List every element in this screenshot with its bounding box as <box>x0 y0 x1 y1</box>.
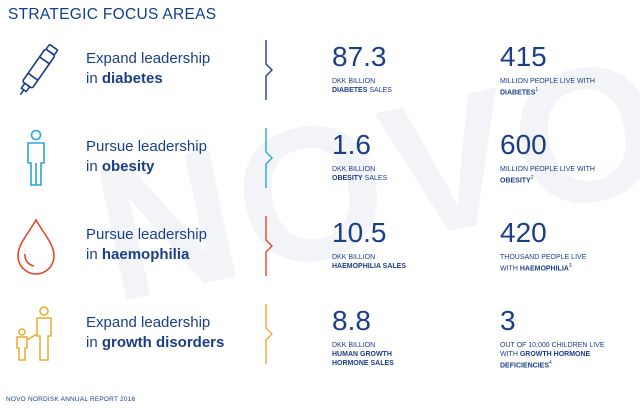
stat-label: MILLION PEOPLE LIVE WITH DIABETES1 <box>500 77 595 97</box>
stat-value: 420 <box>500 217 547 248</box>
footnote-ref: 2 <box>530 175 534 181</box>
insulin-pen-icon <box>8 40 66 120</box>
stat-label-bold: HAEMOPHILIA SALES <box>332 263 407 270</box>
stat-label: MILLION PEOPLE LIVE WITH OBESITY2 <box>500 165 595 185</box>
focus-lead: Pursue leadership in obesity <box>86 137 207 177</box>
stat-label-bold: OBESITY <box>332 175 363 182</box>
stat-label-prefix: WITH <box>500 265 520 273</box>
stat-label: DKK BILLION OBESITY SALES <box>332 165 387 183</box>
stat-label-bold-2: HORMONE SALES <box>332 360 394 367</box>
stat-value: 8.8 <box>332 305 371 336</box>
footnote-ref: 1 <box>535 87 539 93</box>
parent-child-icon <box>8 304 66 384</box>
chevron-divider <box>265 304 273 364</box>
stat-label-bold-2: DEFICIENCIES <box>500 362 550 370</box>
stat-label-bold: GROWTH HORMONE <box>519 351 591 358</box>
focus-lead: Expand leadership in growth disorders <box>86 313 224 353</box>
lead-focus: haemophilia <box>101 246 190 263</box>
lead-line1: Pursue leadership <box>86 226 207 243</box>
sales-stat: 87.3 DKK BILLION DIABETES SALES <box>332 40 392 95</box>
stat-value: 10.5 <box>332 217 387 248</box>
stat-label: DKK BILLION HAEMOPHILIA SALES <box>332 253 406 271</box>
stat-label: DKK BILLION DIABETES SALES <box>332 77 392 95</box>
stat-label-bold: DIABETES <box>500 89 536 97</box>
focus-area-growth-disorders: Expand leadership in growth disorders 8.… <box>0 304 640 392</box>
stat-label-prefix: WITH <box>500 351 520 358</box>
lead-prefix: in <box>86 246 102 263</box>
sales-stat: 1.6 DKK BILLION OBESITY SALES <box>332 128 387 183</box>
stat-label-after: SALES <box>362 175 388 182</box>
stat-label-bold: HUMAN GROWTH <box>332 351 392 358</box>
lead-prefix: in <box>86 158 102 175</box>
stat-label-line1: DKK BILLION <box>332 342 376 349</box>
focus-lead: Pursue leadership in haemophilia <box>86 225 207 265</box>
stat-value: 415 <box>500 41 547 72</box>
stat-label-line1: DKK BILLION <box>332 254 376 261</box>
stat-label-line1: MILLION PEOPLE LIVE WITH <box>500 78 595 85</box>
lead-prefix: in <box>86 334 102 351</box>
stat-label-line1: DKK BILLION <box>332 166 376 173</box>
population-stat: 3 OUT OF 10,000 CHILDREN LIVE WITH GROWT… <box>500 304 605 370</box>
stat-label: DKK BILLION HUMAN GROWTH HORMONE SALES <box>332 341 394 368</box>
population-stat: 420 THOUSAND PEOPLE LIVE WITH HAEMOPHILI… <box>500 216 586 273</box>
lead-line1: Expand leadership <box>86 314 211 331</box>
report-footer: NOVO NORDISK ANNUAL REPORT 2016 <box>6 396 136 403</box>
chevron-divider <box>265 216 273 276</box>
stat-label-bold: OBESITY <box>500 177 531 185</box>
stat-label-line1: THOUSAND PEOPLE LIVE <box>500 254 587 261</box>
stat-label-line1: OUT OF 10,000 CHILDREN LIVE <box>500 342 605 349</box>
lead-prefix: in <box>86 70 102 87</box>
population-stat: 415 MILLION PEOPLE LIVE WITH DIABETES1 <box>500 40 595 97</box>
chevron-divider <box>265 40 273 100</box>
sales-stat: 8.8 DKK BILLION HUMAN GROWTH HORMONE SAL… <box>332 304 394 368</box>
focus-lead: Expand leadership in diabetes <box>86 49 210 89</box>
focus-area-haemophilia: Pursue leadership in haemophilia 10.5 DK… <box>0 216 640 304</box>
stat-label: THOUSAND PEOPLE LIVE WITH HAEMOPHILIA3 <box>500 253 586 273</box>
stat-label-line1: DKK BILLION <box>332 78 376 85</box>
page-title: STRATEGIC FOCUS AREAS <box>8 6 217 23</box>
stat-label-bold: HAEMOPHILIA <box>519 265 569 273</box>
lead-line1: Pursue leadership <box>86 138 207 155</box>
focus-area-diabetes: Expand leadership in diabetes 87.3 DKK B… <box>0 40 640 128</box>
lead-focus: diabetes <box>101 70 163 87</box>
stat-value: 1.6 <box>332 129 371 160</box>
chevron-divider <box>265 128 273 188</box>
footnote-ref: 3 <box>568 263 572 269</box>
sales-stat: 10.5 DKK BILLION HAEMOPHILIA SALES <box>332 216 406 271</box>
person-icon <box>8 128 66 208</box>
stat-label-line1: MILLION PEOPLE LIVE WITH <box>500 166 595 173</box>
lead-focus: growth disorders <box>101 334 225 351</box>
focus-area-obesity: Pursue leadership in obesity 1.6 DKK BIL… <box>0 128 640 216</box>
blood-drop-icon <box>8 216 66 296</box>
stat-label-after: SALES <box>367 87 392 94</box>
population-stat: 600 MILLION PEOPLE LIVE WITH OBESITY2 <box>500 128 595 185</box>
stat-label: OUT OF 10,000 CHILDREN LIVE WITH GROWTH … <box>500 341 605 370</box>
footnote-ref: 4 <box>549 360 552 366</box>
stat-value: 600 <box>500 129 547 160</box>
lead-line1: Expand leadership <box>86 50 211 67</box>
stat-label-bold: DIABETES <box>332 87 368 94</box>
stat-value: 87.3 <box>332 41 387 72</box>
lead-focus: obesity <box>101 158 155 175</box>
stat-value: 3 <box>500 305 516 336</box>
